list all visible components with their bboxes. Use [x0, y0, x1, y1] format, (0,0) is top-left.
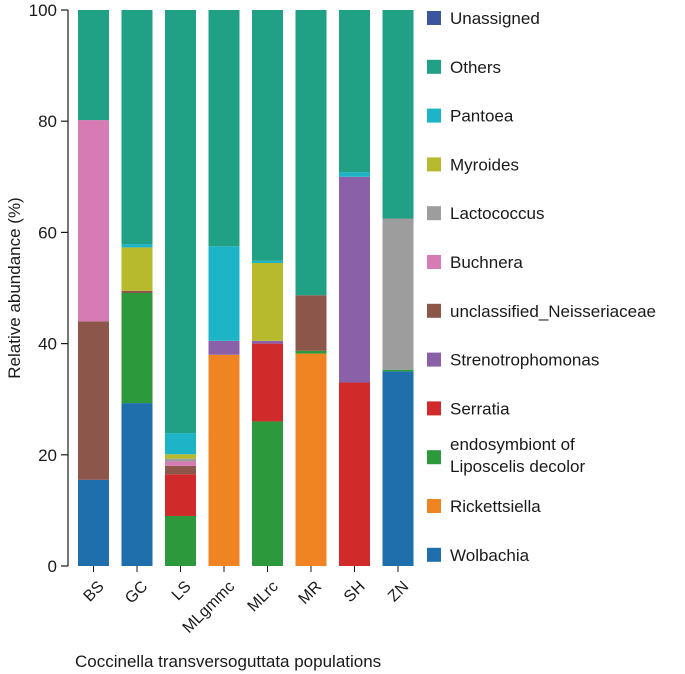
x-tick-label-bs: BS [81, 578, 108, 605]
bar-segment-mlgmmc-others [208, 10, 240, 247]
legend-swatch [427, 157, 441, 172]
bar-segment-gc-pantoea [121, 244, 153, 248]
legend-swatch [427, 255, 441, 269]
x-tick-label-sh: SH [341, 578, 369, 606]
bar-segment-mlrc-others [252, 10, 283, 261]
bar-segment-bs-buchnera [78, 120, 109, 322]
legend-item-serratia: Serratia [427, 399, 510, 418]
bar-segment-ls-others [165, 10, 196, 434]
bar-segment-ls-endosymbiont-of-liposcelis-decolor [165, 515, 196, 566]
bar-segment-gc-unclassified-neisseriaceae [121, 290, 153, 294]
bar-segment-gc-myroides [121, 247, 153, 291]
bar-segment-bs-wolbachia [78, 479, 109, 566]
bar-segment-mlrc-serratia [252, 343, 283, 422]
legend-swatch [427, 450, 441, 465]
y-tick-label-40: 40 [38, 335, 57, 354]
legend-swatch [427, 303, 441, 318]
bar-segment-sh-strenotrophomonas [339, 176, 370, 383]
legend-label: endosymbiont of Liposcelis decolor [450, 435, 585, 476]
legend-item-strenotrophomonas: Strenotrophomonas [427, 351, 599, 370]
legend-swatch [427, 547, 441, 562]
bar-segment-ls-serratia [165, 474, 196, 516]
bar-segment-bs-unclassified-neisseriaceae [78, 321, 109, 480]
legend-swatch [427, 11, 441, 25]
bar-segment-ls-myroides [165, 454, 196, 459]
legend-item-unassigned: Unassigned [427, 9, 540, 28]
bar-segment-ls-unclassified-neisseriaceae [165, 465, 196, 475]
bar-segment-sh-serratia [339, 382, 370, 566]
x-tick-label-zn: ZN [385, 578, 412, 605]
bar-segment-gc-others [121, 10, 153, 245]
legend-swatch [427, 206, 441, 221]
legend-swatch [427, 499, 441, 513]
plot-area [78, 10, 414, 566]
bar-segment-mlgmmc-pantoea [208, 246, 240, 341]
y-tick-label-80: 80 [38, 112, 57, 131]
legend-label: Buchnera [450, 253, 523, 272]
bar-segment-mlrc-pantoea [252, 260, 283, 263]
legend: Unassigned Others Pantoea Myroides Lactococc… [427, 9, 656, 565]
legend-item-rickettsiella: Rickettsiella [427, 497, 541, 516]
bar-segment-sh-others [339, 10, 370, 173]
legend-label: Strenotrophomonas [450, 351, 599, 370]
bar-segment-bs-others [78, 10, 109, 121]
legend-swatch [427, 401, 441, 416]
legend-item-unclassified-neisseriaceae: unclassified_Neisseriaceae [427, 302, 656, 321]
bar-segment-gc-wolbachia [121, 403, 153, 566]
bar-segment-mlgmmc-strenotrophomonas [208, 340, 240, 355]
bar-segment-gc-endosymbiont-of-liposcelis-decolor [121, 293, 153, 404]
legend-item-pantoea: Pantoea [427, 107, 514, 126]
bar-segment-mr-endosymbiont-of-liposcelis-decolor [295, 350, 327, 354]
legend-label: unclassified_Neisseriaceae [450, 302, 656, 321]
y-tick-label-100: 100 [29, 1, 57, 20]
legend-item-others: Others [427, 58, 501, 77]
bar-segment-ls-buchnera [165, 461, 196, 466]
x-axis-label: Coccinella transversoguttata populations [75, 652, 381, 671]
legend-label: Serratia [450, 399, 510, 418]
legend-label: Others [450, 58, 501, 77]
x-tick-label-gc: GC [122, 578, 151, 607]
bar-segment-zn-others [382, 10, 414, 219]
bar-segment-zn-endosymbiont-of-liposcelis-decolor [382, 369, 414, 372]
y-axis-label: Relative abundance (%) [5, 197, 24, 378]
legend-swatch [427, 108, 441, 123]
x-tick-label-mlrc: MLrc [245, 578, 282, 615]
legend-item-lactococcus: Lactococcus [427, 204, 545, 223]
bar-segment-mr-rickettsiella [295, 353, 327, 566]
x-tick-label-ls: LS [169, 578, 195, 604]
bar-segment-zn-wolbachia [382, 371, 414, 566]
y-tick-label-0: 0 [48, 557, 57, 576]
legend-label: Lactococcus [450, 204, 545, 223]
bar-segment-mlrc-strenotrophomonas [252, 340, 283, 344]
bar-segment-mlgmmc-rickettsiella [208, 354, 240, 566]
legend-item-myroides: Myroides [427, 155, 519, 174]
legend-label: Unassigned [450, 9, 540, 28]
bar-segment-mlrc-endosymbiont-of-liposcelis-decolor [252, 421, 283, 566]
legend-label: Pantoea [450, 107, 514, 126]
legend-swatch [427, 352, 441, 367]
bar-segment-ls-pantoea [165, 433, 196, 455]
legend-label: Rickettsiella [450, 497, 541, 516]
y-tick-label-20: 20 [38, 446, 57, 465]
bar-segment-zn-lactococcus [382, 218, 414, 370]
legend-item-endosymbiont-of-liposcelis-decolor: endosymbiont of Liposcelis decolor [427, 435, 585, 476]
x-tick-label-mr: MR [296, 578, 326, 608]
bar-segment-mr-unclassified-neisseriaceae [295, 295, 327, 351]
legend-label: Myroides [450, 155, 519, 174]
y-tick-label-60: 60 [38, 223, 57, 242]
y-axis: 0 20 40 60 80 100 [29, 1, 69, 576]
bar-segment-mlrc-myroides [252, 262, 283, 341]
bar-segment-mr-others [295, 10, 327, 296]
bar-segment-sh-pantoea [339, 172, 370, 177]
legend-item-wolbachia: Wolbachia [427, 546, 530, 565]
legend-item-buchnera: Buchnera [427, 253, 523, 272]
legend-swatch [427, 59, 441, 74]
bar-segment-ls-lactococcus [165, 458, 196, 462]
legend-label: Wolbachia [450, 546, 530, 565]
